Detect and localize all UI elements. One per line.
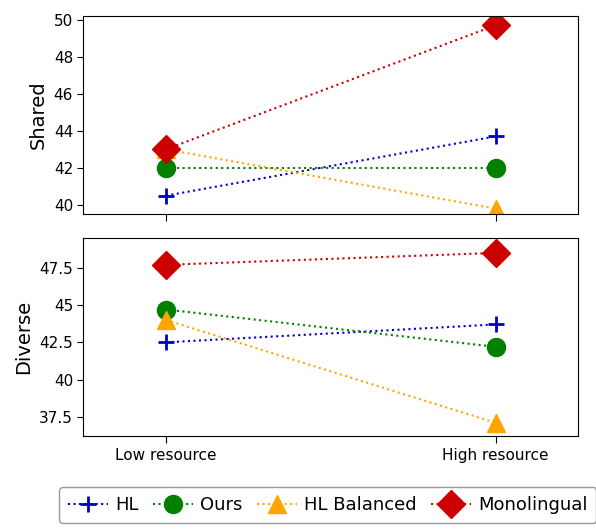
Y-axis label: Shared: Shared (29, 81, 48, 149)
Y-axis label: Diverse: Diverse (14, 300, 33, 374)
Legend: HL, Ours, HL Balanced, Monolingual: HL, Ours, HL Balanced, Monolingual (59, 487, 596, 523)
